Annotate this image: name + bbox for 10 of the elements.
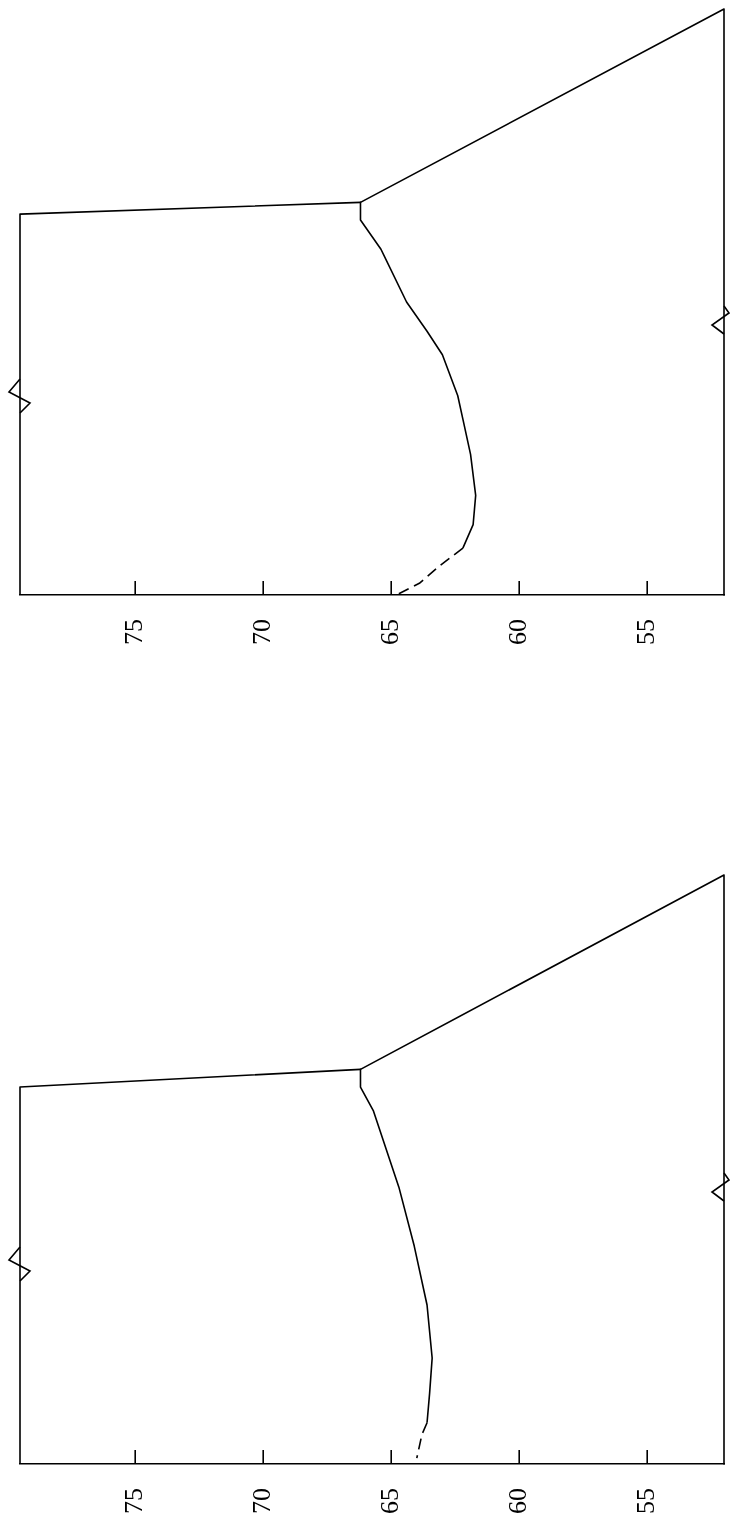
x-tick-label: 60 — [503, 1488, 533, 1514]
x-tick-label: 55 — [631, 1488, 661, 1514]
x-tick-label: 65 — [375, 1488, 405, 1514]
x-tick-label: 75 — [119, 619, 149, 645]
x-tick-label: 65 — [375, 619, 405, 645]
x-tick-label: 70 — [247, 1488, 277, 1514]
x-tick-label: 75 — [119, 1488, 149, 1514]
x-tick-label: 60 — [503, 619, 533, 645]
x-tick-label: 55 — [631, 619, 661, 645]
x-tick-label: 70 — [247, 619, 277, 645]
